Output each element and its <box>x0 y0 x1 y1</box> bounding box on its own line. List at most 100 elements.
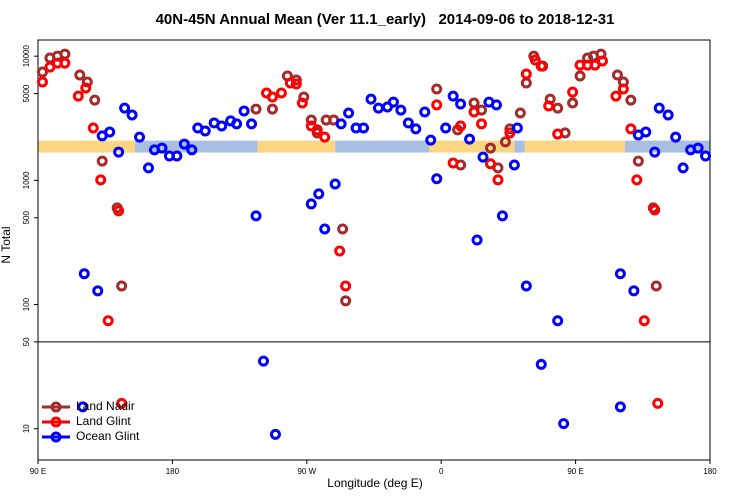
data-point <box>80 82 92 94</box>
data-point <box>126 109 138 121</box>
y-tick-label: 10000 <box>22 45 31 68</box>
data-point <box>113 146 125 158</box>
data-point <box>340 280 352 292</box>
data-point <box>471 234 483 246</box>
data-point <box>337 223 349 235</box>
data-point <box>92 285 104 297</box>
data-point <box>431 83 443 95</box>
x-tick-label: 90 W <box>297 467 316 476</box>
data-point <box>231 118 243 130</box>
data-point <box>455 120 467 132</box>
data-point <box>257 355 269 367</box>
data-point <box>504 127 516 139</box>
data-point <box>700 150 712 162</box>
data-point <box>514 107 526 119</box>
data-point <box>116 397 128 409</box>
data-point <box>567 97 579 109</box>
data-point <box>499 136 511 148</box>
x-tick-label: 90 E <box>30 467 46 476</box>
data-point <box>631 174 643 186</box>
data-point <box>529 54 541 66</box>
data-point <box>677 162 689 174</box>
data-point <box>156 142 168 154</box>
data-point <box>508 159 520 171</box>
data-point <box>178 138 190 150</box>
data-point <box>496 210 508 222</box>
data-point <box>143 162 155 174</box>
data-point <box>298 91 310 103</box>
y-tick-label: 10 <box>22 424 31 433</box>
x-tick-label: 180 <box>166 467 180 476</box>
data-point <box>535 60 547 72</box>
data-point <box>335 118 347 130</box>
y-tick-label: 5000 <box>22 84 31 102</box>
data-point <box>246 118 258 130</box>
data-point <box>650 280 662 292</box>
data-point <box>402 117 414 129</box>
data-point <box>387 96 399 108</box>
data-point <box>290 78 302 90</box>
data-point <box>113 205 125 217</box>
data-point <box>95 174 107 186</box>
data-point <box>662 109 674 121</box>
data-point <box>395 104 407 116</box>
surface-band <box>624 140 710 153</box>
data-point <box>358 122 370 134</box>
data-point <box>520 68 532 80</box>
surface-band <box>38 140 136 153</box>
data-point <box>311 124 323 136</box>
data-point <box>116 280 128 292</box>
data-point <box>670 131 682 143</box>
data-point <box>628 285 640 297</box>
data-point <box>238 105 250 117</box>
data-point <box>484 142 496 154</box>
data-point <box>365 93 377 105</box>
data-point <box>649 146 661 158</box>
data-point <box>652 397 664 409</box>
data-point <box>431 99 443 111</box>
data-point <box>614 268 626 280</box>
y-tick-label: 100 <box>22 297 31 311</box>
chart-title: 40N-45N Annual Mean (Ver 11.1_early) 201… <box>156 11 615 28</box>
data-point <box>477 151 489 163</box>
data-point <box>119 102 131 114</box>
surface-band <box>429 140 515 153</box>
data-point <box>511 122 523 134</box>
y-axis-label: N Total <box>0 226 13 263</box>
data-point <box>632 155 644 167</box>
data-point <box>447 90 459 102</box>
legend-label: Land Glint <box>76 414 131 428</box>
data-point <box>340 295 352 307</box>
data-point <box>284 77 296 89</box>
data-point <box>250 210 262 222</box>
data-point <box>692 142 704 154</box>
data-point <box>87 122 99 134</box>
legend-marker <box>50 401 62 413</box>
data-point <box>72 90 84 102</box>
data-point <box>59 48 71 60</box>
data-point <box>520 77 532 89</box>
data-point <box>296 97 308 109</box>
data-point <box>74 69 86 81</box>
data-point <box>558 418 570 430</box>
data-point <box>653 102 665 114</box>
data-point <box>543 100 555 112</box>
data-point <box>334 245 346 257</box>
data-point <box>552 128 564 140</box>
data-point <box>313 188 325 200</box>
data-point <box>617 83 629 95</box>
x-axis-label: Longitude (deg E) <box>327 476 422 490</box>
data-point <box>614 401 626 413</box>
y-tick-label: 1000 <box>22 171 31 189</box>
data-point <box>319 131 331 143</box>
data-point <box>552 315 564 327</box>
data-point <box>269 428 281 440</box>
data-point <box>134 131 146 143</box>
data-point <box>36 76 48 88</box>
data-point <box>574 70 586 82</box>
data-point <box>638 315 650 327</box>
data-point <box>59 57 71 69</box>
data-point <box>464 133 476 145</box>
data-point <box>96 155 108 167</box>
data-point <box>78 268 90 280</box>
